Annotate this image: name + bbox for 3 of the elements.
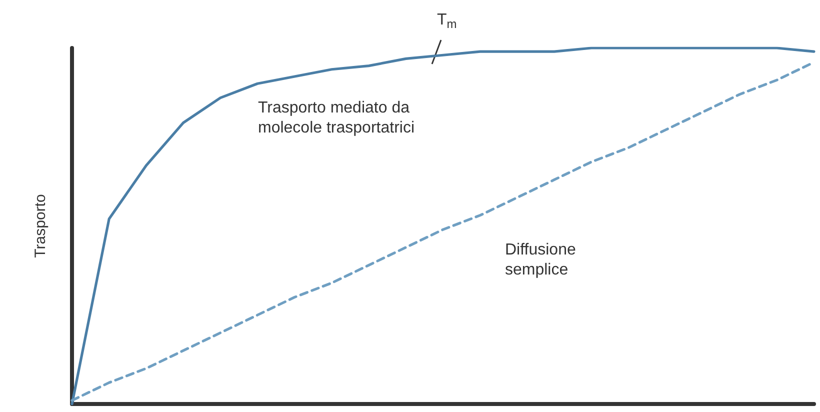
y-axis-title: Trasporto [32, 194, 49, 258]
annotation: Trasporto mediato da molecole trasportatrici [258, 100, 414, 136]
annotation: Diffusione semplice [505, 242, 576, 278]
